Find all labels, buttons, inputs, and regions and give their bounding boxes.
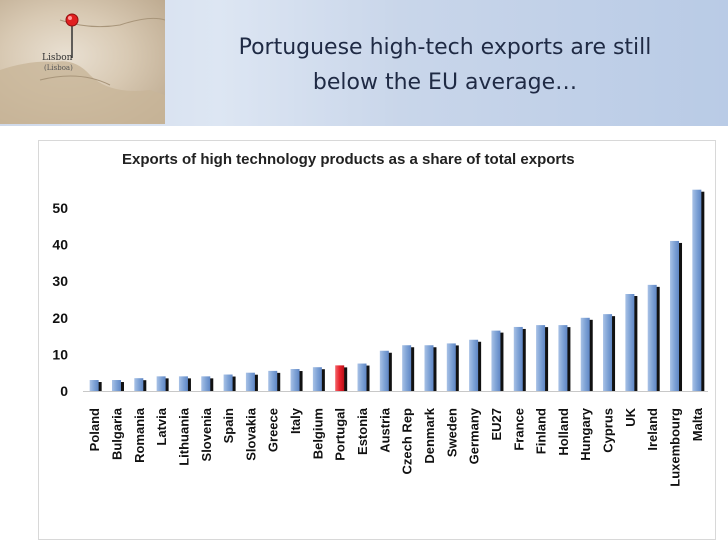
bar [536, 325, 546, 391]
slide-title-line2: below the EU average… [312, 70, 578, 95]
chart-frame [38, 140, 716, 540]
x-tick-label: UK [623, 407, 638, 426]
slide-header: Lisbon (Lisboa) Portuguese high-tech exp… [0, 0, 728, 126]
x-tick-label: Czech Rep [400, 408, 415, 475]
x-tick-label: Austria [377, 407, 392, 453]
x-tick-label: Slovakia [243, 407, 258, 461]
x-tick-label: Holland [556, 408, 571, 456]
y-tick-label: 50 [52, 200, 68, 216]
y-tick-label: 20 [52, 310, 68, 326]
bar [111, 380, 121, 391]
x-tick-label: Luxembourg [668, 408, 683, 487]
x-tick-label: Bulgaria [109, 407, 124, 460]
chart-title: Exports of high technology products as a… [122, 151, 575, 168]
bar [424, 345, 434, 391]
bar [446, 343, 456, 391]
bar [469, 339, 479, 391]
y-tick-label: 40 [52, 237, 68, 253]
bar [312, 367, 322, 391]
bar [357, 363, 367, 391]
bar [201, 376, 211, 391]
bar [245, 372, 255, 391]
x-tick-label: Ireland [645, 408, 660, 451]
bar [268, 370, 278, 391]
x-tick-label: Italy [288, 407, 303, 434]
x-tick-label: Spain [221, 408, 236, 443]
bar [603, 314, 613, 391]
bar [134, 378, 144, 391]
bar [558, 325, 568, 391]
slide-title-line1: Portuguese high-tech exports are still [238, 35, 652, 60]
x-tick-label: Greece [266, 408, 281, 452]
x-tick-label: Poland [87, 408, 102, 451]
bar [178, 376, 188, 391]
bar [89, 380, 99, 391]
x-tick-label: Finland [534, 408, 549, 454]
x-tick-label: Hungary [578, 407, 593, 461]
bar [513, 326, 523, 391]
map-graphic: Lisbon (Lisboa) [0, 13, 165, 124]
x-tick-label: Germany [467, 407, 482, 464]
x-tick-label: Malta [690, 407, 705, 441]
bar-highlight [335, 365, 345, 391]
bar [625, 294, 635, 391]
bar [290, 369, 300, 391]
bar [647, 284, 657, 391]
x-tick-label: Belgium [310, 408, 325, 459]
x-tick-label: Lithuania [176, 407, 191, 466]
x-tick-label: Romania [132, 407, 147, 463]
bar [670, 240, 680, 391]
y-tick-label: 30 [52, 273, 68, 289]
x-tick-label: EU27 [489, 408, 504, 441]
bar [491, 330, 501, 391]
y-tick-label: 10 [52, 346, 68, 362]
map-city-sublabel: (Lisboa) [44, 64, 73, 72]
slide-title: Portuguese high-tech exports are still b… [180, 30, 710, 100]
bar [402, 345, 412, 391]
x-tick-label: Cyprus [601, 408, 616, 453]
bar [223, 374, 233, 391]
map-thumbnail: Lisbon (Lisboa) [0, 0, 165, 124]
x-tick-label: Latvia [154, 407, 169, 445]
bar [692, 189, 702, 391]
bar [580, 317, 590, 391]
x-tick-label: Sweden [444, 408, 459, 457]
x-tick-label: Denmark [422, 407, 437, 463]
x-tick-label: Estonia [355, 407, 370, 455]
y-tick-label: 0 [60, 383, 68, 399]
bar [379, 350, 389, 391]
map-city-label: Lisbon [42, 53, 73, 63]
bar [156, 376, 166, 391]
x-tick-label: Portugal [333, 408, 348, 461]
x-tick-label: Slovenia [199, 407, 214, 461]
x-tick-label: France [511, 408, 526, 451]
